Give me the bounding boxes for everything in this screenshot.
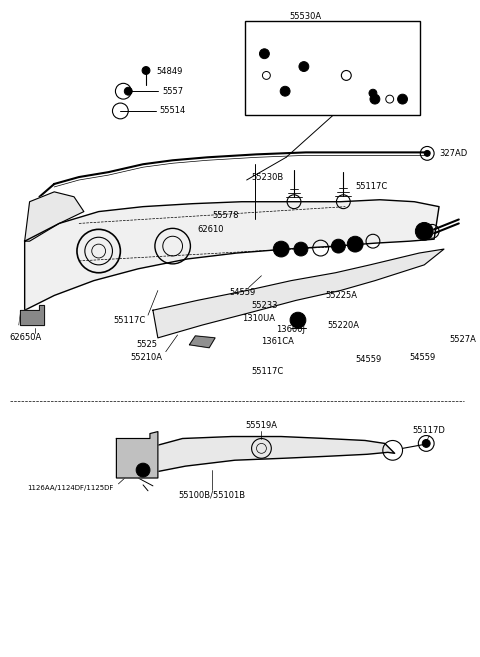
Text: 54559: 54559 (229, 288, 255, 297)
Circle shape (348, 237, 363, 252)
Circle shape (294, 242, 308, 256)
Text: 55578: 55578 (212, 211, 239, 220)
Text: 55220A: 55220A (327, 321, 360, 330)
Text: 54849: 54849 (156, 67, 182, 76)
Text: 55230B: 55230B (252, 173, 284, 181)
Text: 55117D: 55117D (412, 426, 445, 435)
Text: 55233: 55233 (252, 301, 278, 310)
Circle shape (415, 223, 433, 240)
Text: 55117C: 55117C (355, 183, 387, 191)
Polygon shape (24, 200, 439, 310)
Text: 1310UA: 1310UA (242, 313, 275, 323)
Polygon shape (146, 436, 395, 473)
Circle shape (260, 49, 269, 58)
Text: 54559: 54559 (409, 353, 436, 362)
Text: 55514: 55514 (160, 106, 186, 116)
Circle shape (273, 241, 289, 257)
Text: 62610: 62610 (197, 225, 224, 234)
Circle shape (422, 440, 430, 447)
Polygon shape (153, 249, 444, 338)
Text: 54838: 54838 (316, 49, 342, 58)
Text: 55117C: 55117C (252, 367, 284, 376)
Circle shape (370, 94, 380, 104)
Circle shape (397, 94, 408, 104)
Circle shape (290, 312, 306, 328)
Text: 54858: 54858 (274, 41, 301, 51)
Text: 55530A: 55530A (290, 12, 322, 21)
Bar (245, 21, 420, 115)
Polygon shape (190, 336, 215, 348)
Text: 54837B: 54837B (357, 57, 390, 66)
Text: 62650A: 62650A (10, 333, 42, 342)
Circle shape (332, 239, 345, 253)
Text: 55519A: 55519A (245, 421, 277, 430)
Circle shape (369, 89, 377, 97)
Polygon shape (24, 192, 84, 241)
Polygon shape (117, 432, 158, 478)
Text: 54559: 54559 (355, 355, 382, 364)
Text: 55210A: 55210A (130, 353, 162, 362)
Text: 13600J: 13600J (276, 325, 305, 334)
Text: 1361CA: 1361CA (262, 337, 294, 346)
Text: 55117C: 55117C (113, 315, 146, 325)
Text: 5525: 5525 (136, 340, 157, 350)
Text: 54837B: 54837B (254, 89, 287, 98)
Text: 327AD: 327AD (439, 149, 468, 158)
Circle shape (142, 66, 150, 74)
Circle shape (124, 87, 132, 95)
Text: 5557: 5557 (163, 87, 184, 96)
Text: 1126AA/1124DF/1125DF: 1126AA/1124DF/1125DF (28, 485, 114, 491)
Text: 5527A: 5527A (449, 335, 476, 344)
Circle shape (424, 150, 430, 156)
Circle shape (280, 86, 290, 96)
Circle shape (136, 463, 150, 477)
Circle shape (299, 62, 309, 72)
Text: 55100B/55101B: 55100B/55101B (179, 490, 246, 499)
Text: 55225A: 55225A (325, 291, 358, 300)
Polygon shape (20, 306, 44, 325)
